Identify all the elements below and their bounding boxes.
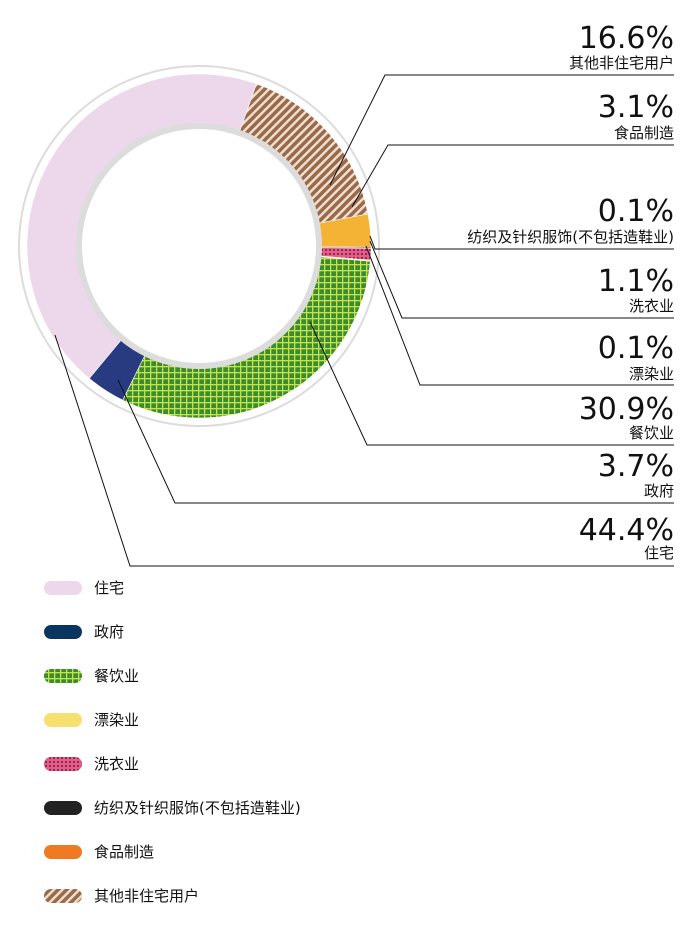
data-label-category: 餐饮业 — [629, 424, 674, 442]
leader-line-7 — [117, 379, 674, 504]
data-label-value: 0.1% — [598, 194, 674, 229]
legend-swatch — [44, 713, 82, 727]
data-label-value: 3.1% — [598, 90, 674, 125]
legend-label: 政府 — [94, 623, 124, 641]
leader-line-4 — [369, 240, 674, 319]
leader-line-3 — [369, 235, 674, 250]
leader-line-6 — [309, 321, 674, 446]
legend-label: 漂染业 — [94, 711, 139, 729]
legend-label: 食品制造 — [94, 843, 154, 861]
legend-swatch — [44, 669, 82, 683]
legend-swatch — [44, 581, 82, 595]
legend-label: 洗衣业 — [94, 755, 139, 773]
data-label-value: 30.9% — [579, 392, 674, 427]
data-label-value: 0.1% — [598, 331, 674, 366]
leader-line-5 — [365, 245, 674, 386]
data-label-value: 3.7% — [598, 449, 674, 484]
data-label-category: 政府 — [644, 482, 674, 500]
data-label-category: 住宅 — [644, 544, 674, 562]
data-label-category: 漂染业 — [629, 365, 674, 383]
data-label-value: 44.4% — [579, 513, 674, 548]
leader-line-1 — [329, 74, 674, 186]
data-label-value: 16.6% — [579, 21, 674, 56]
data-label-value: 1.1% — [598, 264, 674, 299]
legend-swatch — [44, 757, 82, 771]
legend-label: 纺织及针织服饰(不包括造鞋业) — [94, 799, 301, 817]
data-label-category: 其他非住宅用户 — [569, 54, 674, 72]
data-label-category: 纺织及针织服饰(不包括造鞋业) — [467, 228, 674, 246]
data-label-category: 洗衣业 — [629, 297, 674, 315]
legend-swatch — [44, 625, 82, 639]
data-label-category: 食品制造 — [614, 124, 674, 142]
legend-label: 其他非住宅用户 — [94, 887, 199, 905]
leader-line-8 — [54, 334, 674, 567]
legend-swatch — [44, 801, 82, 815]
donut-hole — [76, 123, 322, 369]
legend-swatch — [44, 845, 82, 859]
legend-swatch — [44, 889, 82, 903]
leader-line-2 — [351, 144, 674, 208]
legend-label: 餐饮业 — [94, 667, 139, 685]
legend-label: 住宅 — [94, 579, 124, 597]
